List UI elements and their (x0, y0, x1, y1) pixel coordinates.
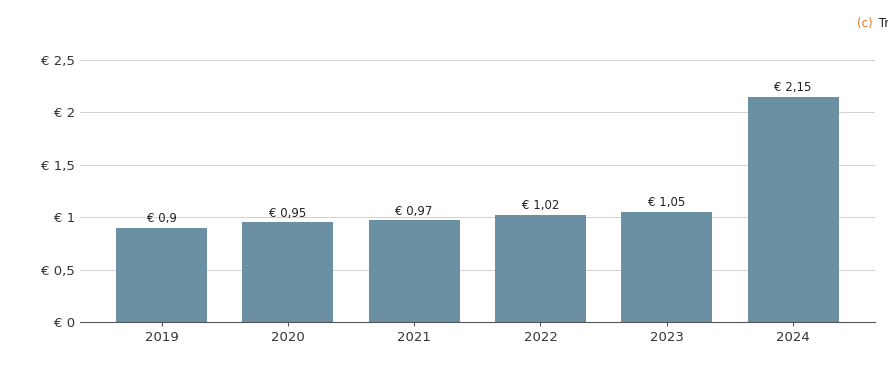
Text: € 1,02: € 1,02 (522, 199, 559, 212)
Text: € 0,9: € 0,9 (147, 212, 177, 225)
Text: € 1,05: € 1,05 (648, 196, 686, 209)
Text: (c): (c) (857, 17, 873, 30)
Bar (495, 215, 586, 322)
Text: € 2,15: € 2,15 (774, 81, 812, 94)
Text: € 0,97: € 0,97 (395, 205, 432, 218)
Bar (369, 220, 460, 322)
Bar (622, 212, 712, 322)
Bar (748, 97, 838, 322)
Bar (116, 228, 207, 322)
Bar (242, 222, 333, 322)
Text: Trivano.com: Trivano.com (875, 17, 888, 30)
Text: € 0,95: € 0,95 (269, 207, 306, 220)
